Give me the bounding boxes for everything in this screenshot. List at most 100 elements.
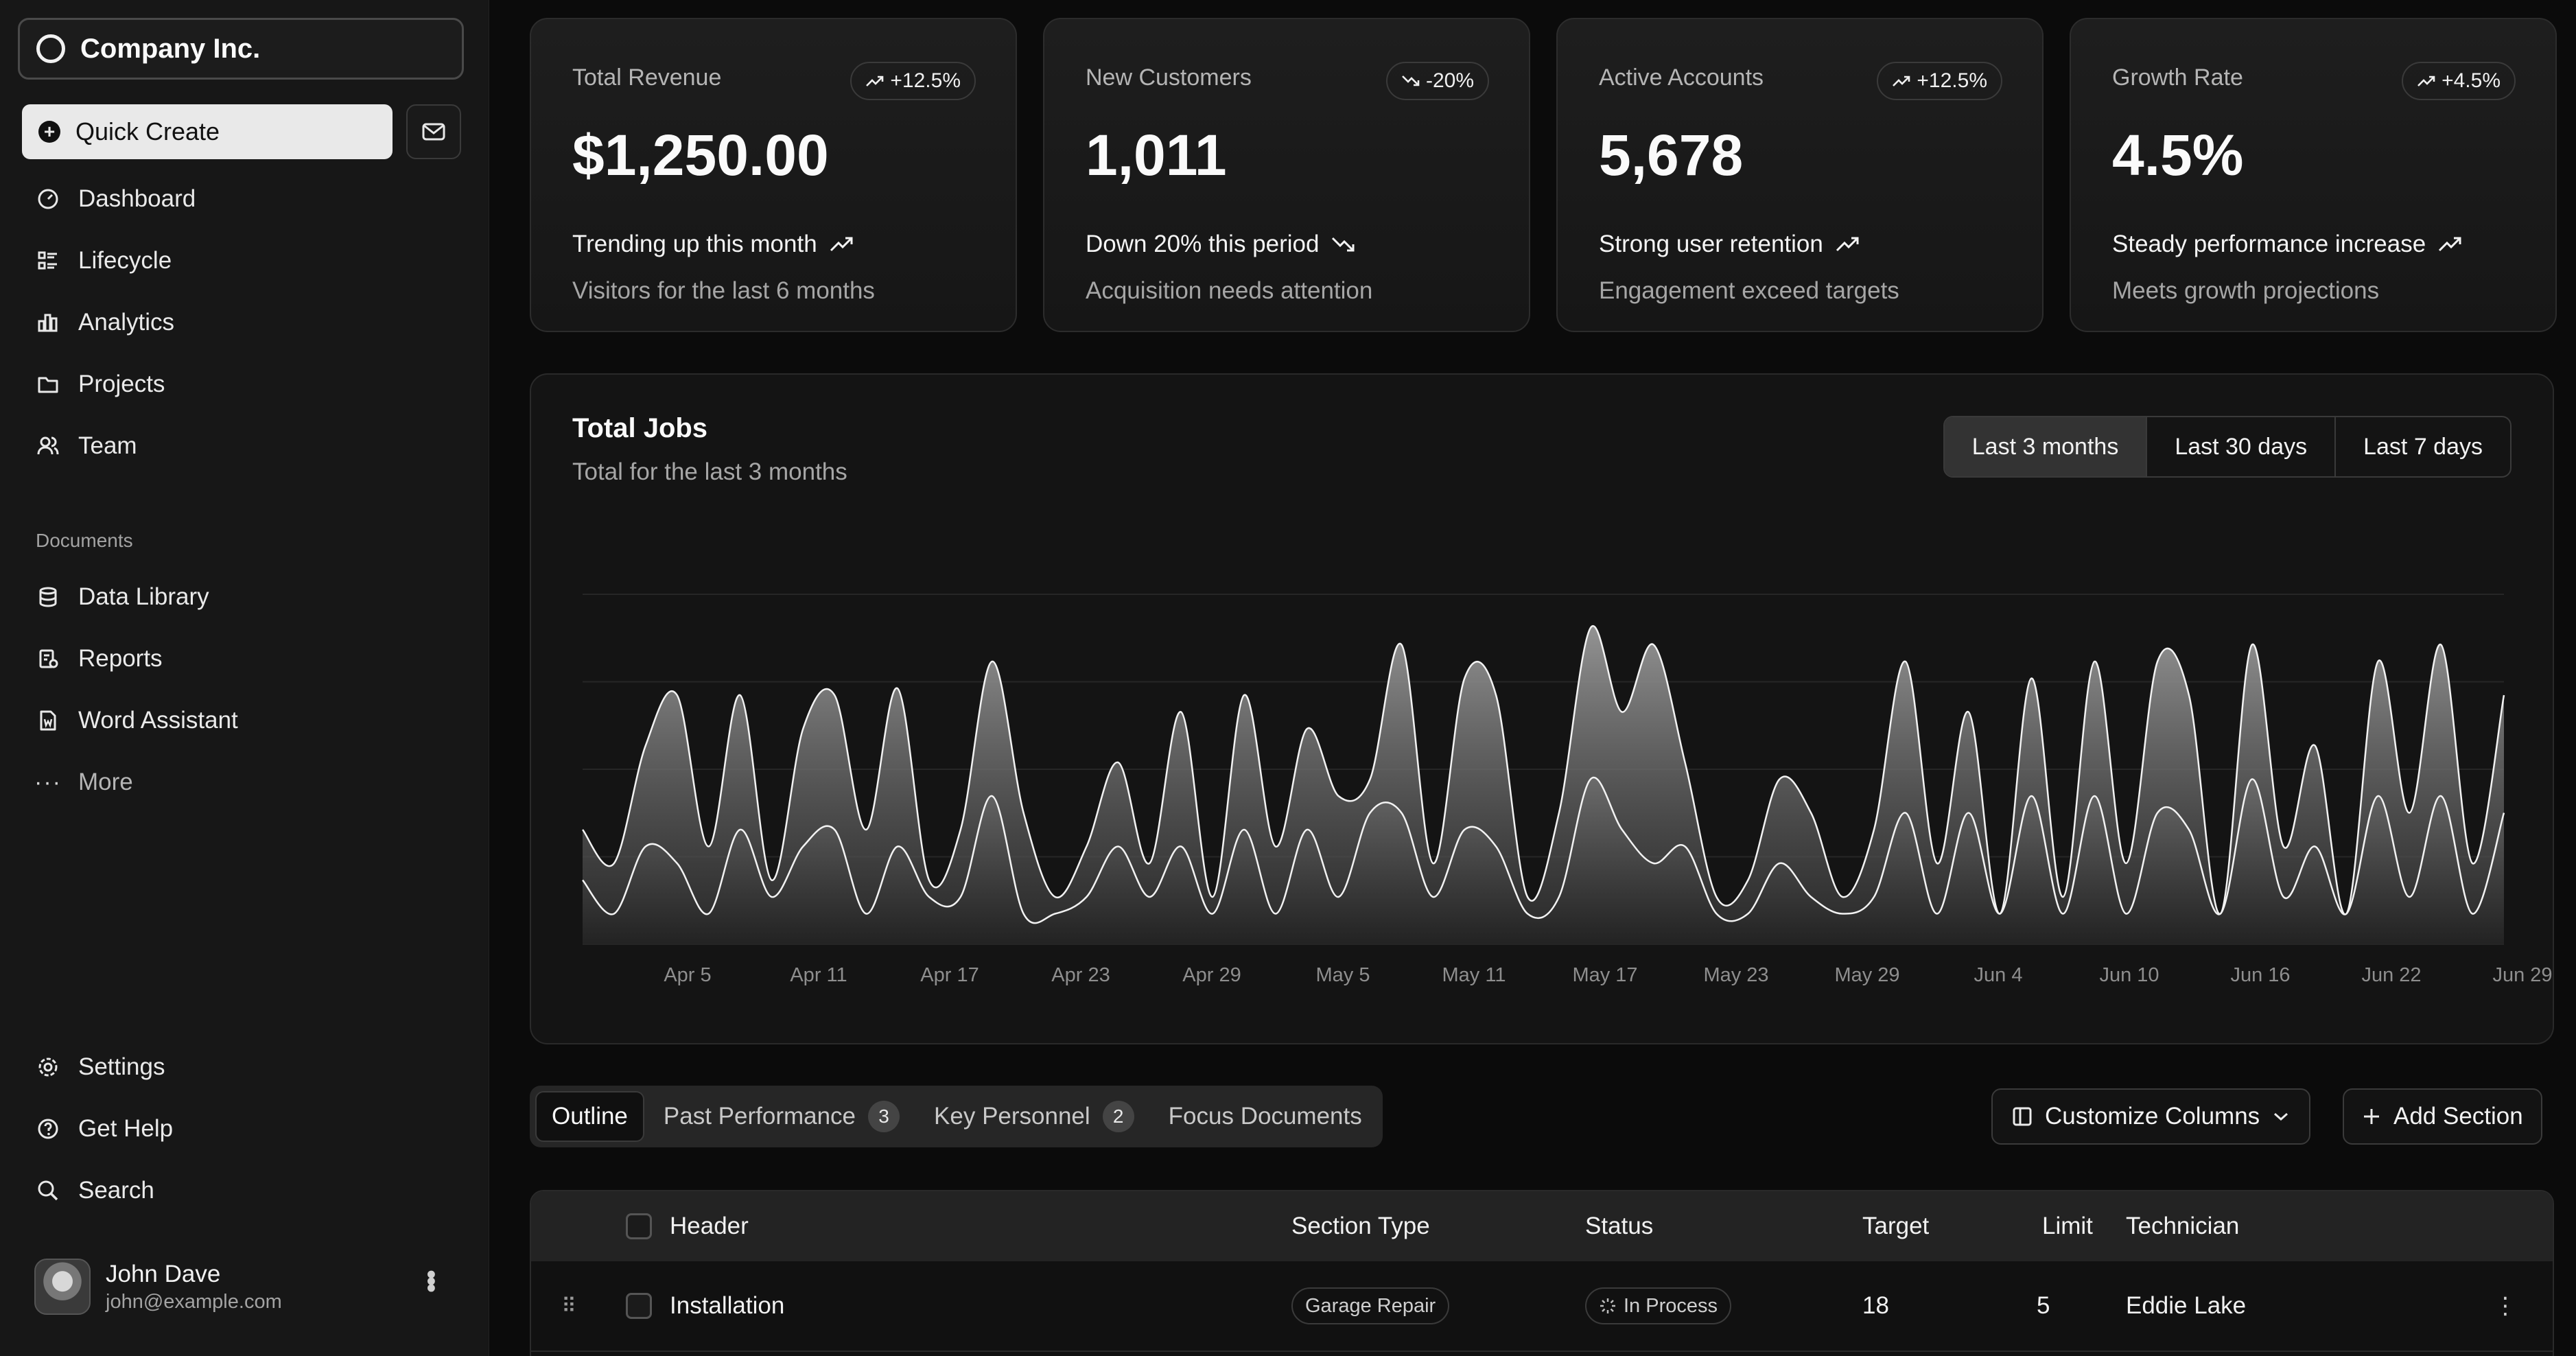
add-section-button[interactable]: Add Section [2343, 1088, 2542, 1145]
sidebar-item-label: Projects [78, 371, 165, 397]
badge-value: +12.5% [1917, 69, 1987, 92]
column-header-technician[interactable]: Technician [2126, 1213, 2240, 1239]
sidebar: Company Inc. + Quick Create Dashboard Li… [0, 0, 489, 1356]
total-jobs-chart-card: Apr 5 Apr 11 Apr 17 Apr 23 Apr 29 May 5 May 11… [530, 373, 2554, 1044]
chart-title: Total Jobs [572, 413, 708, 443]
tab-focus-documents[interactable]: Focus Documents [1154, 1091, 1377, 1142]
stat-trend: Steady performance increase [2112, 231, 2463, 258]
trending-up-icon [2439, 237, 2461, 252]
time-range-toggle: Last 3 months Last 30 days Last 7 days [1943, 416, 2511, 478]
status-cell: In Process [1585, 1261, 1731, 1351]
stat-value: $1,250.00 [572, 123, 829, 187]
stat-trend: Trending up this month [572, 231, 854, 258]
sidebar-item-search[interactable]: Search [36, 1170, 154, 1211]
stat-value: 1,011 [1086, 123, 1227, 187]
sidebar-item-label: Lifecycle [78, 247, 172, 274]
row-checkbox[interactable] [626, 1261, 652, 1351]
sidebar-item-word-assistant[interactable]: Word Assistant [36, 700, 238, 741]
documents-heading: Documents [36, 530, 133, 551]
sidebar-item-projects[interactable]: Projects [36, 364, 165, 405]
technician-cell[interactable]: Eddie Lake [2126, 1292, 2247, 1319]
sidebar-item-team[interactable]: Team [36, 425, 137, 467]
sidebar-item-analytics[interactable]: Analytics [36, 302, 174, 343]
x-tick-label: May 23 [1703, 964, 1768, 986]
sidebar-item-reports[interactable]: Reports [36, 638, 163, 679]
file-word-icon [36, 708, 60, 733]
inbox-button[interactable] [406, 104, 461, 159]
sidebar-item-label: Analytics [78, 309, 175, 336]
tab-key-personnel[interactable]: Key Personnel 2 [919, 1091, 1149, 1142]
range-option-3-months[interactable]: Last 3 months [1944, 417, 2148, 476]
sidebar-item-lifecycle[interactable]: Lifecycle [36, 240, 172, 281]
sidebar-item-label: Team [78, 432, 137, 459]
user-name: John Dave [106, 1260, 221, 1287]
row-header[interactable]: Installation [670, 1292, 785, 1319]
x-tick-label: Apr 5 [664, 964, 711, 986]
row-actions-icon[interactable]: ⋮ [2494, 1293, 2517, 1319]
badge-value: -20% [1425, 69, 1474, 92]
section-type-badge: Garage Repair [1291, 1287, 1450, 1324]
sidebar-item-settings[interactable]: Settings [36, 1047, 165, 1088]
x-tick-label: Apr 11 [790, 964, 847, 986]
sections-table: Header Section Type Status Target Limit … [530, 1190, 2554, 1356]
tab-label: Past Performance [663, 1103, 856, 1130]
sidebar-item-get-help[interactable]: Get Help [36, 1108, 173, 1149]
column-header-header[interactable]: Header [670, 1213, 749, 1239]
column-header-target[interactable]: Target [1862, 1213, 1930, 1239]
range-option-7-days[interactable]: Last 7 days [2363, 433, 2483, 460]
sidebar-item-label: Word Assistant [78, 707, 238, 734]
quick-create-button[interactable]: + Quick Create [22, 104, 393, 159]
section-type-cell: Garage Repair [1291, 1261, 1450, 1351]
plus-icon [2364, 1109, 2379, 1124]
trend-badge: -20% [1385, 62, 1489, 100]
stat-value: 5,678 [1599, 123, 1744, 187]
column-header-section-type[interactable]: Section Type [1291, 1213, 1430, 1239]
limit-cell[interactable]: 5 [2037, 1292, 2050, 1319]
x-tick-label: May 11 [1442, 964, 1506, 986]
mail-icon [422, 123, 445, 141]
section-tabs: Outline Past Performance 3 Key Personnel… [530, 1086, 1383, 1147]
x-tick-label: Jun 29 [2492, 964, 2552, 986]
trend-text: Steady performance increase [2112, 231, 2426, 257]
drag-handle-icon[interactable]: ⠿ [561, 1294, 576, 1318]
x-tick-label: Apr 23 [1051, 964, 1110, 986]
avatar [34, 1259, 91, 1315]
sidebar-item-data-library[interactable]: Data Library [36, 576, 209, 618]
help-icon [36, 1117, 60, 1141]
table-row[interactable]: ⠿ Installation Garage Repair In Process … [531, 1261, 2553, 1352]
area-series-1 [583, 626, 2504, 944]
company-switcher[interactable]: Company Inc. [18, 18, 464, 80]
sidebar-item-label: Search [78, 1177, 154, 1204]
more-vertical-icon[interactable]: ••• [416, 1270, 446, 1291]
stat-trend: Down 20% this period [1086, 231, 1356, 258]
tab-outline[interactable]: Outline [535, 1091, 644, 1142]
column-header-status[interactable]: Status [1585, 1213, 1654, 1239]
stat-label: Active Accounts [1599, 65, 1764, 91]
trend-badge: +4.5% [2402, 62, 2516, 100]
range-option-30-days[interactable]: Last 30 days [2147, 417, 2337, 476]
status-badge: In Process [1585, 1287, 1731, 1324]
tab-past-performance[interactable]: Past Performance 3 [648, 1091, 915, 1142]
x-tick-label: Jun 16 [2230, 964, 2290, 986]
company-name: Company Inc. [80, 33, 261, 64]
stat-label: Total Revenue [572, 65, 722, 91]
stat-trend: Strong user retention [1599, 231, 1860, 258]
customize-columns-button[interactable]: Customize Columns [1991, 1088, 2311, 1145]
trend-badge: +12.5% [1877, 62, 2002, 100]
chart-bar-icon [36, 310, 60, 335]
column-header-limit[interactable]: Limit [2042, 1213, 2093, 1239]
trending-down-icon [1402, 75, 1420, 86]
x-tick-label: Apr 17 [920, 964, 979, 986]
sidebar-item-more[interactable]: ··· More [34, 762, 133, 803]
x-tick-label: May 29 [1834, 964, 1899, 986]
series-line-2 [582, 776, 2505, 924]
user-email: john@example.com [106, 1290, 282, 1313]
stat-card-growth-rate: Growth Rate +4.5% 4.5% Steady performanc… [2070, 18, 2557, 332]
target-cell[interactable]: 18 [1862, 1292, 1889, 1319]
select-all-checkbox[interactable] [626, 1191, 652, 1261]
company-logo-icon [36, 34, 65, 63]
sidebar-item-dashboard[interactable]: Dashboard [36, 178, 196, 220]
trending-up-icon [830, 237, 853, 252]
layout-columns-icon [2013, 1107, 2032, 1126]
user-menu[interactable]: John Dave john@example.com ••• [34, 1256, 460, 1318]
